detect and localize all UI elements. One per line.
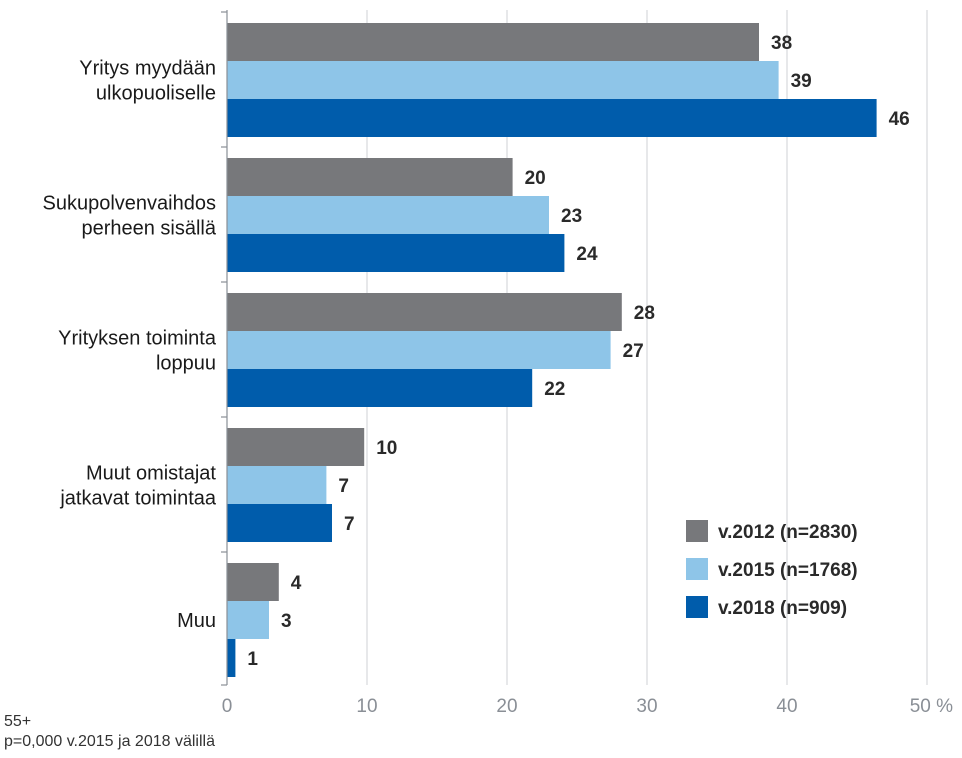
category-labels: Yritys myydään ulkopuoliselle Sukupolvenva… [43,58,217,633]
value-label-2-1: 27 [623,341,644,362]
footnote-age: 55+ [4,713,32,730]
bars: 38 39 46 20 23 24 28 27 22 10 7 7 4 3 1 [227,23,910,677]
bar-3-1 [227,466,327,504]
legend-swatch-2 [686,596,708,618]
value-label-2-2: 22 [544,379,565,400]
category-label-3-1: jatkavat toimintaa [59,488,217,510]
value-label-0-0: 38 [771,33,792,54]
category-label-4-0: Muu [177,610,216,632]
value-label-1-0: 20 [525,168,546,189]
value-label-2-0: 28 [634,303,655,324]
category-label-2-0: Yrityksen toiminta [58,328,217,350]
legend-label-2: v.2018 (n=909) [718,598,847,619]
x-tick-label-4: 40 [776,696,797,712]
y-axis [221,10,228,686]
value-label-3-0: 10 [376,438,397,459]
legend: v.2012 (n=2830) v.2015 (n=1768) v.2018 (n=… [686,520,858,619]
value-label-0-1: 39 [791,71,812,92]
bar-2-2 [227,369,533,407]
bar-0-0 [227,23,759,61]
category-label-1-0: Sukupolvenvaihdos [43,193,216,215]
bar-4-0 [227,563,279,601]
value-label-3-2: 7 [344,514,355,535]
footnotes: 55+ p=0,000 v.2015 ja 2018 välillä [4,712,215,752]
legend-label-0: v.2012 (n=2830) [718,522,858,543]
category-label-3-0: Muut omistajat [86,463,216,485]
value-label-4-2: 1 [247,649,258,670]
x-tick-label-5: 50 % [910,696,953,712]
bar-0-2 [227,99,877,137]
bar-3-0 [227,428,365,466]
x-tick-label-3: 30 [636,696,657,712]
legend-swatch-0 [686,520,708,542]
bar-4-2 [227,639,236,677]
bar-4-1 [227,601,269,639]
category-label-2-1: loppuu [156,353,216,375]
value-label-4-0: 4 [291,573,302,594]
value-label-4-1: 3 [281,611,292,632]
value-label-1-1: 23 [561,206,582,227]
value-label-1-2: 24 [576,244,598,265]
category-label-0-1: ulkopuoliselle [96,83,216,105]
x-tick-label-2: 20 [496,696,517,712]
bar-2-1 [227,331,611,369]
x-tick-label-1: 10 [356,696,377,712]
bar-1-0 [227,158,513,196]
category-label-0-0: Yritys myydään [79,58,216,80]
bar-2-0 [227,293,622,331]
bar-chart: 38 39 46 20 23 24 28 27 22 10 7 7 4 3 1 Yritys myydään… [43,10,953,712]
value-label-3-1: 7 [338,476,349,497]
legend-swatch-1 [686,558,708,580]
value-label-0-2: 46 [889,109,910,130]
bar-0-1 [227,61,779,99]
x-axis-ticks: 0 10 20 30 40 50 % [222,696,953,712]
category-label-1-1: perheen sisällä [81,218,216,240]
bar-3-2 [227,504,332,542]
legend-label-1: v.2015 (n=1768) [718,560,858,581]
bar-1-1 [227,196,549,234]
x-tick-label-0: 0 [222,696,233,712]
bar-1-2 [227,234,565,272]
footnote-significance: p=0,000 v.2015 ja 2018 välillä [4,733,215,750]
